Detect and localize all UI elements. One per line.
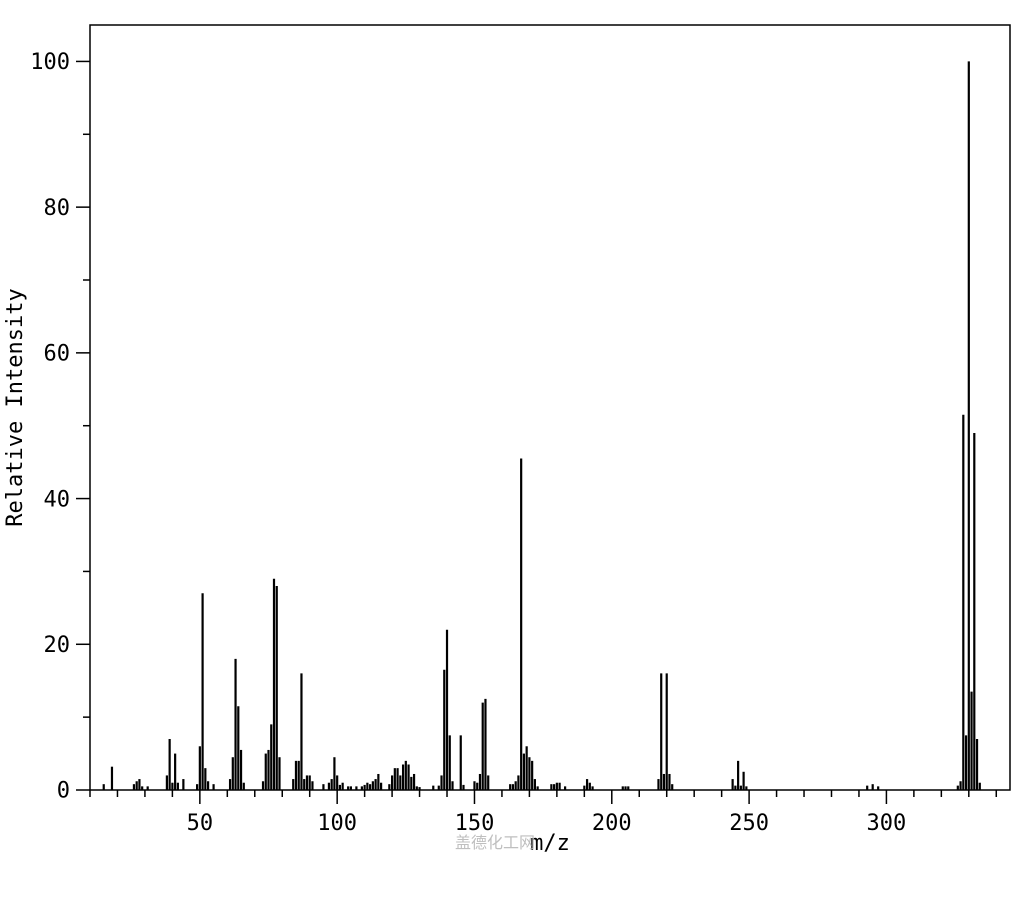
x-tick-label: 250 (729, 811, 769, 836)
x-tick-label: 50 (187, 811, 214, 836)
x-axis-label: m/z (530, 831, 570, 856)
x-tick-label: 150 (455, 811, 495, 836)
y-axis-label: Relative Intensity (3, 288, 28, 526)
y-tick-label: 100 (30, 50, 70, 75)
y-tick-label: 60 (44, 342, 71, 367)
y-tick-label: 0 (57, 779, 70, 804)
x-tick-label: 300 (867, 811, 907, 836)
y-tick-label: 80 (44, 196, 71, 221)
mass-spectrum-chart: 50 100 150 200 250 300 0 20 40 60 80 100 m/z Relative… (0, 0, 1024, 900)
x-tick-label: 100 (317, 811, 357, 836)
y-tick-label: 20 (44, 633, 71, 658)
y-tick-label: 40 (44, 487, 71, 512)
x-tick-label: 200 (592, 811, 632, 836)
watermark: 盖德化工网 (455, 834, 535, 852)
